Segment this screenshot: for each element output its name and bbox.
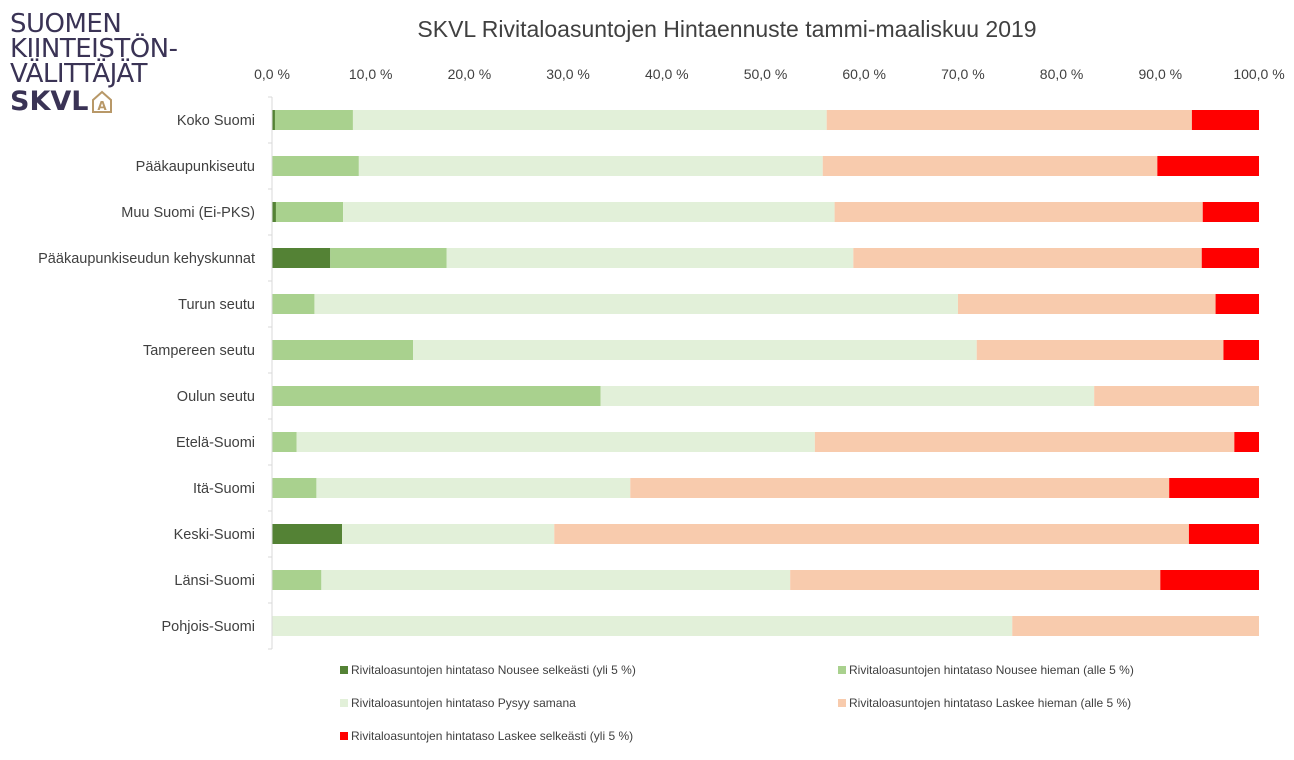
x-tick-label: 10,0 %: [349, 66, 393, 82]
logo-line-1: SUOMEN: [10, 9, 122, 39]
x-tick-label: 20,0 %: [448, 66, 492, 82]
bar-segment: [296, 432, 815, 452]
category-label: Länsi-Suomi: [174, 573, 255, 589]
category-label: Keski-Suomi: [174, 527, 255, 543]
x-tick-label: 40,0 %: [645, 66, 689, 82]
bar-segment: [790, 570, 1161, 590]
bar-segment: [1094, 386, 1259, 406]
bar-segment: [272, 156, 359, 176]
bar-segment: [1202, 202, 1259, 222]
bar-segment: [1160, 570, 1259, 590]
legend-swatch: [340, 666, 348, 674]
bar-segment: [272, 294, 315, 314]
legend-label: Rivitaloasuntojen hintataso Nousee hiema…: [849, 663, 1134, 677]
bar-segment: [1191, 110, 1259, 130]
x-tick-label: 0,0 %: [254, 66, 290, 82]
bar-segment: [321, 570, 791, 590]
bar-segment: [272, 570, 322, 590]
bar-segment: [630, 478, 1170, 498]
skvl-logo: SUOMEN KIINTEISTÖN- VÄLITTÄJÄT SKVL A: [10, 9, 200, 117]
bar-segment: [275, 202, 344, 222]
category-labels: Koko Suomi Pääkaupunkiseutu Muu Suomi (Ei-…: [38, 113, 255, 635]
bar-segment: [554, 524, 1189, 544]
x-axis-ticks: 0,0 % 10,0 % 20,0 % 30,0 % 40,0 % 50,0 % 60,0 …: [254, 66, 1285, 82]
bar-segment: [316, 478, 631, 498]
x-tick-label: 50,0 %: [744, 66, 788, 82]
bar-segment: [272, 248, 331, 268]
bar-segment: [1157, 156, 1259, 176]
x-tick-label: 80,0 %: [1040, 66, 1084, 82]
bar-segment: [826, 110, 1192, 130]
bar-segment: [822, 156, 1158, 176]
legend-label: Rivitaloasuntojen hintataso Laskee selke…: [351, 729, 633, 743]
bar-segment: [976, 340, 1224, 360]
category-label: Turun seutu: [178, 297, 255, 313]
logo-line-2: KIINTEISTÖN-: [10, 34, 178, 64]
legend-swatch: [340, 732, 348, 740]
category-label: Koko Suomi: [177, 113, 255, 129]
x-tick-label: 30,0 %: [546, 66, 590, 82]
bar-segment: [272, 340, 414, 360]
logo-abbr-text: SKVL: [10, 86, 89, 117]
bar-segment: [834, 202, 1203, 222]
logo-line-3: VÄLITTÄJÄT: [10, 59, 148, 89]
category-label: Pääkaupunkiseudun kehyskunnat: [38, 251, 255, 267]
house-a-icon: A: [92, 90, 113, 113]
x-tick-label: 70,0 %: [941, 66, 985, 82]
logo-abbr: SKVL A: [10, 87, 200, 117]
category-label: Muu Suomi (Ei-PKS): [121, 205, 255, 221]
bar-segment: [814, 432, 1235, 452]
x-tick-label: 60,0 %: [842, 66, 886, 82]
x-tick-label: 100,0 %: [1233, 66, 1284, 82]
bar-segment: [330, 248, 447, 268]
category-label: Oulun seutu: [177, 389, 255, 405]
legend-swatch: [838, 699, 846, 707]
bar-segment: [272, 616, 1013, 636]
bar-segment: [853, 248, 1202, 268]
legend: Rivitaloasuntojen hintataso Nousee selke…: [340, 663, 1134, 743]
bar-segment: [446, 248, 854, 268]
bar-segment: [600, 386, 1095, 406]
bar-segment: [272, 386, 601, 406]
legend-label: Rivitaloasuntojen hintataso Nousee selke…: [351, 663, 636, 677]
bar-segment: [957, 294, 1216, 314]
category-label: Pohjois-Suomi: [162, 619, 256, 635]
bars: [268, 96, 1259, 650]
bar-segment: [274, 110, 353, 130]
bar-segment: [342, 524, 555, 544]
bar-segment: [352, 110, 827, 130]
category-label: Itä-Suomi: [193, 481, 255, 497]
bar-segment: [1012, 616, 1259, 636]
bar-segment: [413, 340, 977, 360]
x-tick-label: 90,0 %: [1139, 66, 1183, 82]
category-label: Tampereen seutu: [143, 343, 255, 359]
legend-label: Rivitaloasuntojen hintataso Pysyy samana: [351, 696, 576, 710]
bar-segment: [358, 156, 823, 176]
chart-title: SKVL Rivitaloasuntojen Hintaennuste tamm…: [417, 16, 1037, 42]
legend-swatch: [340, 699, 348, 707]
bar-segment: [272, 432, 297, 452]
legend-label: Rivitaloasuntojen hintataso Laskee hiema…: [849, 696, 1131, 710]
bar-segment: [1223, 340, 1259, 360]
category-label: Etelä-Suomi: [176, 435, 255, 451]
bar-segment: [1234, 432, 1259, 452]
category-label: Pääkaupunkiseutu: [136, 159, 255, 175]
svg-text:A: A: [98, 99, 108, 113]
bar-segment: [1169, 478, 1259, 498]
bar-segment: [314, 294, 958, 314]
bar-segment: [272, 110, 275, 130]
bar-segment: [1201, 248, 1259, 268]
bar-segment: [1188, 524, 1259, 544]
bar-segment: [272, 524, 343, 544]
bar-segment: [272, 478, 317, 498]
bar-segment: [272, 202, 276, 222]
legend-swatch: [838, 666, 846, 674]
bar-segment: [343, 202, 835, 222]
bar-segment: [1215, 294, 1259, 314]
